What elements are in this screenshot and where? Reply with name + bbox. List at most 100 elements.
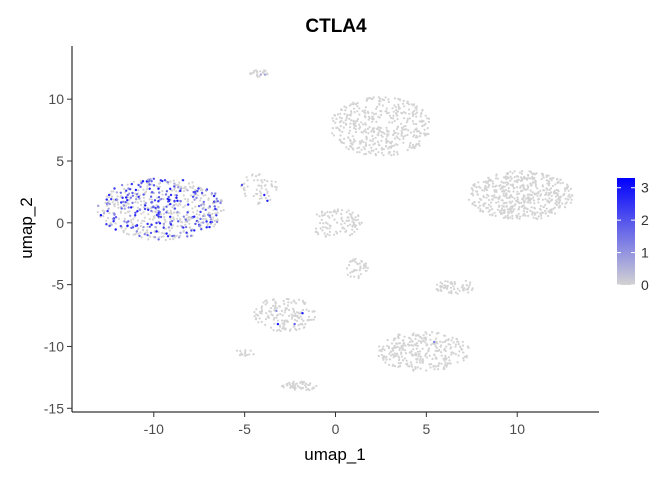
cell-point [358, 269, 361, 272]
cell-point [450, 281, 453, 284]
cell-point [424, 122, 427, 125]
cell-point [122, 231, 125, 234]
cell-point [558, 206, 561, 209]
cell-point [382, 355, 386, 358]
cell-point [444, 280, 447, 283]
cell-point-expressing [154, 206, 157, 210]
cell-point-expressing [106, 202, 109, 205]
cell-point [385, 145, 388, 148]
cell-point [141, 219, 144, 222]
cell-point [311, 310, 314, 313]
cell-point-expressing [179, 189, 182, 193]
cell-point [369, 139, 372, 142]
cell-point [487, 185, 490, 189]
cell-point [411, 112, 414, 115]
cell-point-expressing [123, 220, 126, 223]
cell-point [394, 346, 398, 349]
cell-point [447, 356, 450, 359]
cell-point [420, 112, 423, 115]
y-tick-label: -5 [52, 277, 65, 293]
cell-point [358, 107, 361, 110]
cell-point [499, 211, 502, 214]
cell-point [526, 193, 529, 196]
cell-point [402, 99, 405, 102]
cell-point [400, 122, 403, 125]
cell-point [465, 288, 468, 291]
cell-point [294, 387, 297, 390]
cell-point [500, 180, 503, 183]
colorbar-tick-label: 1 [641, 245, 649, 261]
cell-point [191, 201, 194, 204]
cell-point-expressing [131, 201, 134, 205]
cell-point-expressing [152, 184, 156, 187]
cell-point [159, 212, 162, 216]
cell-point [393, 352, 396, 355]
cell-point [456, 287, 459, 290]
cell-point-expressing [121, 200, 125, 203]
cell-point [556, 203, 559, 207]
cell-point [385, 137, 388, 140]
cell-point [152, 215, 155, 218]
cell-point [385, 110, 388, 113]
cell-point [408, 146, 411, 149]
cell-point [494, 196, 498, 199]
cell-point [356, 228, 359, 231]
cell-point [280, 309, 284, 312]
cell-point [531, 191, 534, 194]
cell-point [433, 368, 436, 371]
cell-point [319, 227, 322, 230]
cell-point [352, 120, 355, 123]
cell-point [402, 359, 405, 362]
cell-point [534, 179, 537, 182]
cell-point [554, 195, 558, 198]
cell-point [162, 212, 166, 216]
cell-point [502, 192, 505, 195]
cell-point [494, 185, 497, 188]
cell-point [351, 224, 354, 227]
cell-point [541, 185, 545, 188]
cell-point-expressing [215, 197, 218, 200]
cell-point [331, 127, 334, 130]
cell-point [368, 126, 371, 129]
cell-point [399, 361, 402, 365]
cell-point [291, 307, 295, 310]
cell-point [307, 315, 311, 318]
cell-point [485, 196, 488, 199]
cell-point [443, 359, 446, 362]
cell-point [305, 308, 308, 311]
cell-point [418, 140, 421, 143]
cell-point-expressing [125, 221, 128, 224]
cell-point [202, 194, 205, 197]
cell-point [169, 217, 172, 220]
cell-point [386, 338, 389, 342]
cell-point-expressing [131, 191, 134, 195]
cell-point [293, 318, 297, 321]
cell-point [137, 189, 140, 192]
cell-point [552, 207, 555, 210]
cell-point-expressing [214, 200, 217, 204]
cell-point [418, 144, 421, 147]
cell-point [384, 361, 387, 364]
cell-point [416, 366, 419, 369]
cell-point [416, 350, 420, 353]
cell-point [556, 194, 560, 197]
cell-point [168, 238, 172, 241]
cell-point [203, 214, 207, 218]
cell-point [532, 199, 536, 202]
cell-point [497, 197, 500, 201]
cell-point [396, 342, 399, 345]
cell-point [175, 190, 178, 193]
cell-point [353, 111, 356, 114]
cell-point [509, 202, 512, 205]
cell-point [378, 144, 381, 147]
cell-point [537, 198, 540, 201]
cell-point [403, 335, 406, 338]
cell-point [404, 352, 408, 355]
cell-point [140, 200, 143, 203]
cell-point [257, 202, 260, 206]
cell-point [354, 260, 357, 263]
cell-point [358, 127, 361, 130]
cell-point [366, 110, 369, 113]
cell-point [392, 117, 395, 120]
cell-point [235, 349, 239, 352]
